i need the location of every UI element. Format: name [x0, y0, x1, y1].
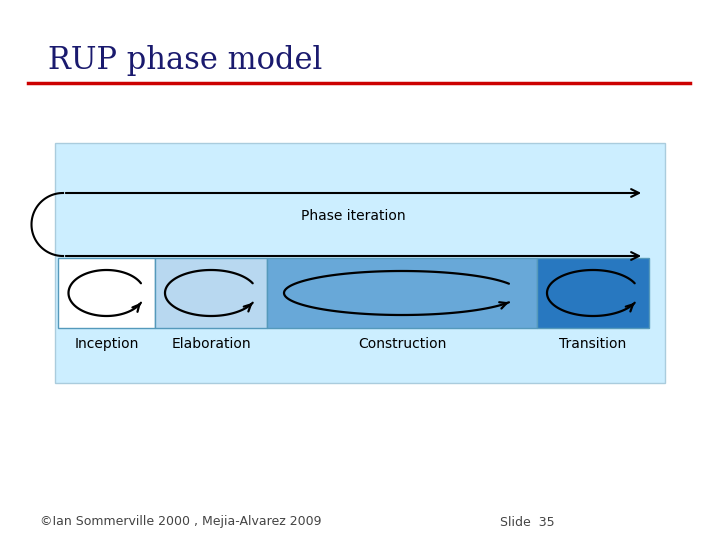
Text: ©Ian Sommerville 2000 , Mejia-Alvarez 2009: ©Ian Sommerville 2000 , Mejia-Alvarez 20… — [40, 515, 321, 528]
Bar — [155, 258, 267, 328]
Text: Elaboration: Elaboration — [171, 337, 251, 351]
Bar — [58, 258, 155, 328]
Text: Construction: Construction — [358, 337, 446, 351]
FancyBboxPatch shape — [55, 143, 665, 383]
Text: Slide  35: Slide 35 — [500, 515, 555, 528]
Text: RUP phase model: RUP phase model — [48, 45, 322, 75]
Bar — [267, 258, 537, 328]
Text: Inception: Inception — [75, 337, 138, 351]
Bar — [537, 258, 649, 328]
Text: Transition: Transition — [559, 337, 627, 351]
Text: Phase iteration: Phase iteration — [301, 209, 406, 223]
